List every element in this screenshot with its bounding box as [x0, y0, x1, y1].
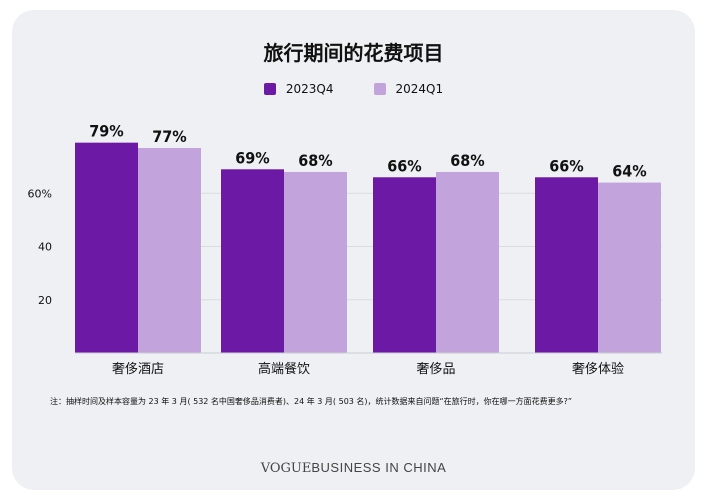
y-tick-label: 40	[38, 241, 52, 254]
x-tick-label: 奢侈品	[416, 362, 455, 377]
legend-label-series-1: 2023Q4	[285, 82, 334, 96]
legend-item-series-2: 2024Q1	[373, 82, 444, 96]
bar	[221, 169, 284, 353]
brand-logo-part2: BUSINESS IN CHINA	[311, 460, 447, 475]
data-label: 64%	[612, 162, 646, 181]
bar	[436, 171, 499, 353]
data-label: 79%	[89, 122, 123, 141]
x-tick-label: 高端餐饮	[258, 361, 310, 377]
data-label: 66%	[549, 156, 583, 175]
legend: 2023Q4 2024Q1	[0, 82, 707, 96]
legend-swatch-series-1	[263, 83, 276, 95]
y-tick-label: 60%	[28, 187, 52, 200]
y-tick-label: 20	[38, 294, 52, 307]
footnote: 注：抽样时间及样本容量为 23 年 3 月( 532 名中国奢侈品消费者)、24…	[50, 397, 573, 406]
bar	[138, 147, 201, 353]
brand-logo-part1: VOGUE	[260, 461, 312, 476]
data-label: 77%	[152, 127, 186, 146]
legend-label-series-2: 2024Q1	[395, 82, 444, 96]
legend-item-series-1: 2023Q4	[263, 82, 334, 96]
bar	[373, 177, 436, 353]
data-label: 66%	[387, 156, 421, 175]
x-tick-label: 奢侈体验	[572, 361, 624, 377]
bar	[284, 171, 347, 353]
data-label: 68%	[450, 151, 484, 170]
bar	[535, 177, 598, 353]
bar	[75, 142, 138, 353]
brand-logo: VOGUEBUSINESS IN CHINA	[0, 460, 707, 476]
x-tick-label: 奢侈酒店	[112, 362, 164, 377]
bar	[598, 182, 661, 353]
chart-title: 旅行期间的花费项目	[263, 41, 444, 65]
data-label: 68%	[298, 151, 332, 170]
data-label: 69%	[235, 148, 269, 167]
legend-swatch-series-2	[373, 83, 386, 95]
